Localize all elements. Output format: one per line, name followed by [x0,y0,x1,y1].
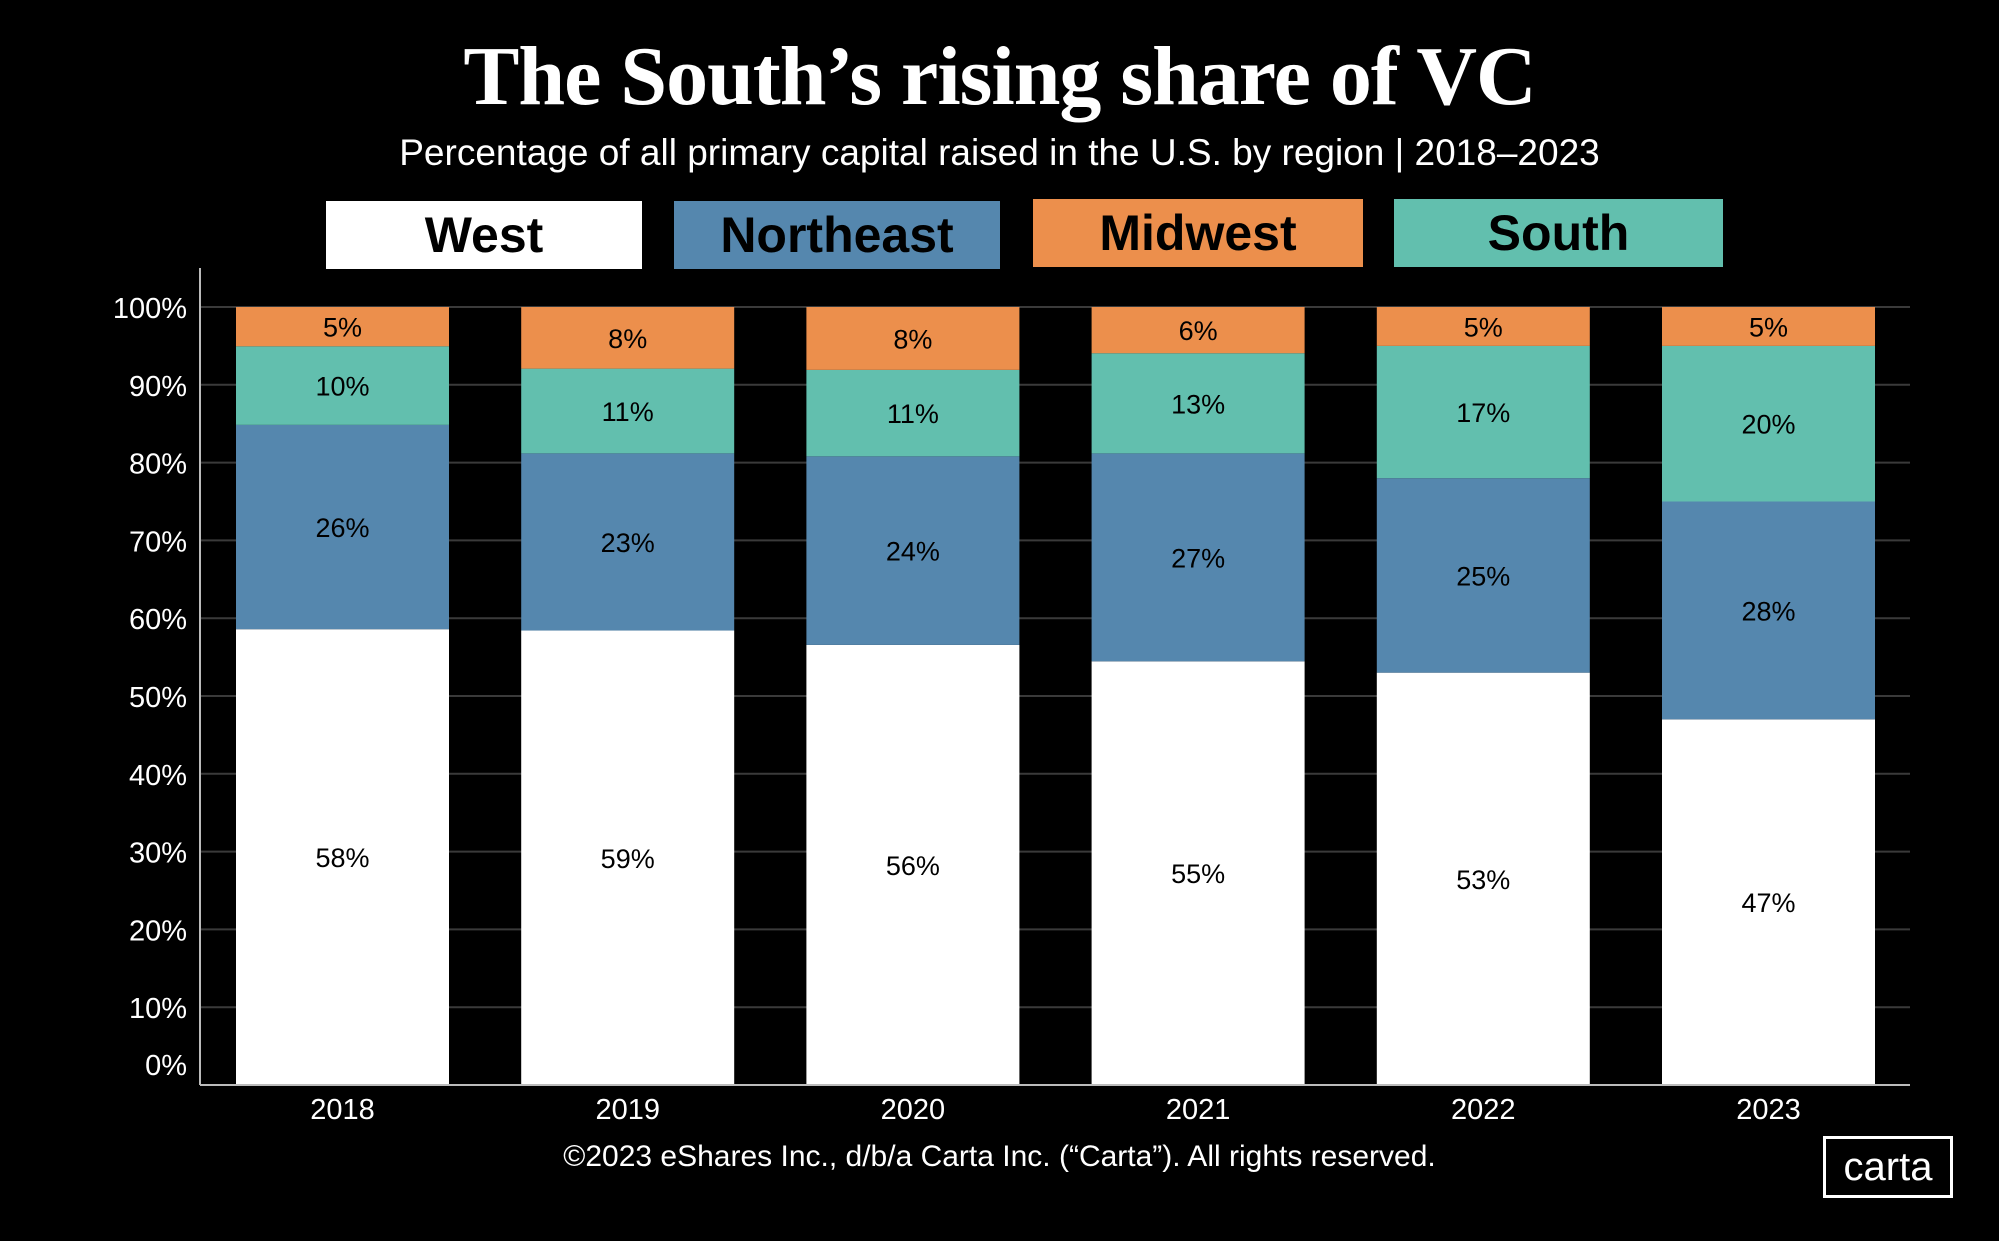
data-label: 5% [1464,312,1503,342]
data-label: 23% [601,528,655,558]
data-label: 59% [601,844,655,874]
data-label: 58% [315,843,369,873]
bar-segment-south-2023 [1662,345,1875,502]
data-label: 24% [886,537,940,567]
x-tick-label: 2022 [1451,1094,1516,1126]
y-tick-label: 90% [129,371,187,403]
x-tick-label: 2023 [1736,1094,1801,1126]
bar-segment-northeast-2022 [1376,478,1590,673]
bar-segment-midwest-2021 [1091,307,1305,354]
data-label: 53% [1456,865,1510,895]
data-label: 10% [315,372,369,402]
x-tick-label: 2020 [881,1094,946,1126]
data-label: 25% [1456,561,1510,591]
x-tick-label: 2019 [595,1094,660,1126]
data-label: 17% [1456,398,1510,428]
bar-segment-west-2018 [236,629,449,1085]
chart-title: The South’s rising share of VC [463,30,1536,123]
bar-segment-south-2019 [521,368,735,454]
legend-label-northeast: Northeast [720,207,954,263]
data-label: 11% [602,397,654,427]
carta-logo: carta [1823,1136,1953,1198]
legend-label-midwest: Midwest [1099,205,1297,261]
legend-south: South [1394,199,1723,267]
bar-segment-west-2020 [806,644,1020,1085]
y-tick-label: 60% [129,604,187,636]
bar-segment-midwest-2022 [1376,307,1590,346]
y-tick-label: 10% [129,993,187,1025]
y-tick-label: 20% [129,915,187,947]
bar-segment-northeast-2023 [1662,501,1875,720]
bar-segment-west-2023 [1662,719,1875,1085]
bar-segment-west-2022 [1376,672,1590,1085]
bar-segment-midwest-2020 [806,307,1020,370]
data-label: 56% [886,851,940,881]
copyright-footer: ©2023 eShares Inc., d/b/a Carta Inc. (“C… [563,1140,1436,1173]
data-label: 11% [887,399,939,429]
y-tick-label: 0% [145,1050,187,1082]
data-label: 55% [1171,859,1225,889]
x-tick-label: 2018 [310,1094,375,1126]
bar-segment-northeast-2021 [1091,453,1305,662]
bar-segment-west-2021 [1091,661,1305,1085]
data-label: 47% [1741,888,1795,918]
legend-midwest: Midwest [1033,199,1363,267]
bar-segment-south-2021 [1091,353,1305,454]
data-label: 20% [1741,410,1795,440]
data-label: 26% [315,513,369,543]
data-label: 28% [1741,596,1795,626]
data-label: 5% [1749,312,1788,342]
legend-label-south: South [1487,205,1630,261]
legend-northeast: Northeast [674,201,1000,269]
legend-label-west: West [424,207,544,263]
y-tick-label: 100% [113,293,187,325]
bar-segment-midwest-2023 [1662,307,1875,346]
bar-segment-south-2020 [806,369,1020,457]
y-tick-label: 70% [129,526,187,558]
data-label: 8% [608,324,647,354]
bar-segment-west-2019 [521,630,735,1085]
x-tick-label: 2021 [1166,1094,1231,1126]
data-label: 13% [1171,389,1225,419]
y-tick-label: 50% [129,682,187,714]
y-tick-label: 80% [129,449,187,481]
data-label: 8% [893,324,932,354]
legend-west: West [326,201,642,269]
bar-segment-midwest-2019 [521,307,735,369]
bar-segment-midwest-2018 [236,307,449,347]
data-label: 6% [1179,316,1218,346]
bar-segment-south-2018 [236,346,449,425]
bar-segment-northeast-2020 [806,456,1020,645]
data-label: 5% [323,313,362,343]
bar-segment-south-2022 [1376,345,1590,479]
data-label: 27% [1171,543,1225,573]
chart-subtitle: Percentage of all primary capital raised… [399,132,1600,173]
bar-segment-northeast-2019 [521,453,735,631]
y-tick-label: 40% [129,760,187,792]
bar-segment-northeast-2018 [236,424,449,630]
y-tick-label: 30% [129,838,187,870]
